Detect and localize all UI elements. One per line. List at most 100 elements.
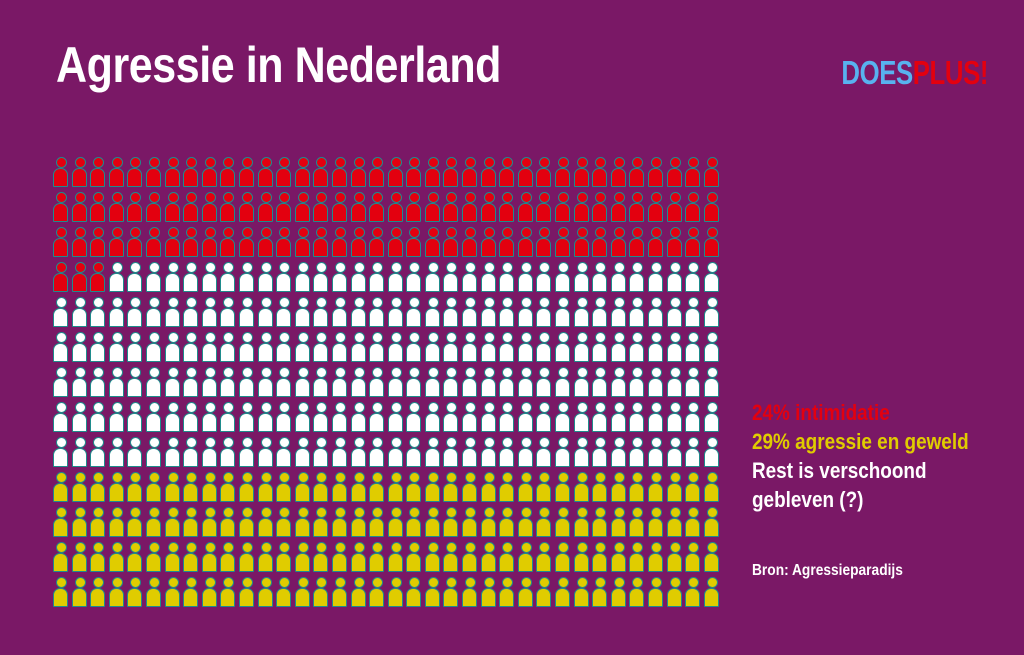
person-icon	[498, 261, 517, 296]
person-icon	[461, 541, 480, 576]
person-icon	[517, 436, 536, 471]
person-icon	[89, 541, 108, 576]
person-icon	[164, 191, 183, 226]
person-icon	[573, 541, 592, 576]
person-icon	[201, 191, 220, 226]
person-icon	[126, 541, 145, 576]
person-icon	[238, 541, 257, 576]
person-icon	[573, 226, 592, 261]
person-icon	[145, 436, 164, 471]
person-icon	[666, 296, 685, 331]
person-icon	[666, 366, 685, 401]
person-icon	[257, 436, 276, 471]
person-icon	[647, 436, 666, 471]
person-icon	[52, 331, 71, 366]
person-icon	[126, 436, 145, 471]
person-icon	[480, 401, 499, 436]
person-icon	[294, 226, 313, 261]
person-icon	[294, 191, 313, 226]
person-icon	[312, 331, 331, 366]
person-icon	[591, 506, 610, 541]
person-icon	[182, 541, 201, 576]
person-icon	[610, 436, 629, 471]
person-icon	[164, 366, 183, 401]
person-icon	[108, 296, 127, 331]
person-icon	[647, 576, 666, 611]
person-icon	[591, 156, 610, 191]
person-icon	[275, 576, 294, 611]
person-icon	[201, 156, 220, 191]
person-icon	[312, 576, 331, 611]
person-icon	[257, 401, 276, 436]
person-icon	[628, 226, 647, 261]
person-icon	[628, 261, 647, 296]
person-icon	[684, 506, 703, 541]
person-icon	[684, 401, 703, 436]
person-icon	[294, 331, 313, 366]
person-icon	[350, 401, 369, 436]
person-icon	[219, 366, 238, 401]
person-icon	[535, 576, 554, 611]
person-icon	[405, 331, 424, 366]
person-icon	[517, 366, 536, 401]
person-icon	[647, 261, 666, 296]
person-icon	[145, 226, 164, 261]
person-icon	[164, 541, 183, 576]
person-icon	[387, 226, 406, 261]
person-icon	[182, 471, 201, 506]
person-icon	[517, 506, 536, 541]
person-icon	[201, 471, 220, 506]
person-icon	[275, 156, 294, 191]
person-icon	[294, 261, 313, 296]
person-icon	[89, 296, 108, 331]
person-icon	[498, 576, 517, 611]
person-icon	[684, 436, 703, 471]
person-icon	[387, 156, 406, 191]
person-icon	[108, 471, 127, 506]
person-icon	[554, 261, 573, 296]
person-icon	[424, 541, 443, 576]
person-icon	[312, 436, 331, 471]
person-icon	[461, 506, 480, 541]
person-icon	[666, 261, 685, 296]
person-icon	[517, 471, 536, 506]
person-icon	[480, 576, 499, 611]
person-icon	[108, 226, 127, 261]
person-icon	[219, 156, 238, 191]
pictogram-row	[52, 576, 724, 611]
person-icon	[387, 576, 406, 611]
person-icon	[666, 401, 685, 436]
person-icon	[628, 506, 647, 541]
person-icon	[182, 156, 201, 191]
person-icon	[182, 576, 201, 611]
person-icon	[387, 191, 406, 226]
person-icon	[71, 261, 90, 296]
person-icon	[517, 156, 536, 191]
person-icon	[312, 471, 331, 506]
person-icon	[405, 541, 424, 576]
person-icon	[164, 471, 183, 506]
person-icon	[294, 541, 313, 576]
person-icon	[238, 261, 257, 296]
logo: DOESPLUS!	[841, 54, 988, 91]
person-icon	[350, 541, 369, 576]
person-icon	[591, 331, 610, 366]
person-icon	[164, 296, 183, 331]
person-icon	[666, 191, 685, 226]
person-icon	[684, 331, 703, 366]
person-icon	[461, 156, 480, 191]
person-icon	[591, 226, 610, 261]
person-icon	[498, 296, 517, 331]
person-icon	[52, 576, 71, 611]
person-icon	[145, 506, 164, 541]
person-icon	[442, 401, 461, 436]
person-icon	[145, 401, 164, 436]
person-icon	[126, 506, 145, 541]
person-icon	[573, 471, 592, 506]
person-icon	[350, 366, 369, 401]
person-icon	[554, 541, 573, 576]
person-icon	[89, 471, 108, 506]
person-icon	[647, 331, 666, 366]
person-icon	[610, 541, 629, 576]
person-icon	[554, 436, 573, 471]
